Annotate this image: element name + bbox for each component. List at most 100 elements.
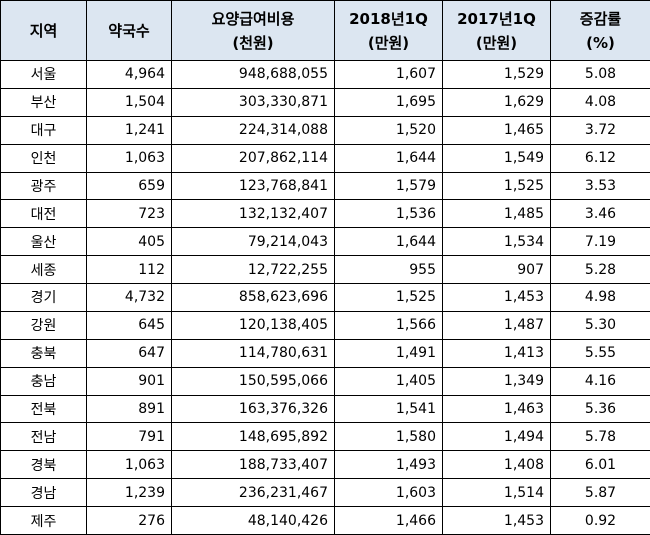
cell-region: 대구 — [0, 115, 87, 145]
header-q2018: 2018년1Q (만원) — [334, 0, 443, 61]
cell-pharmacies: 723 — [86, 199, 172, 229]
table-row: 전남 791 148,695,892 1,580 1,494 5.78 — [0, 422, 650, 452]
table-row: 세종 112 12,722,255 955 907 5.28 — [0, 255, 650, 284]
table-row: 대구 1,241 224,314,088 1,520 1,465 3.72 — [0, 115, 650, 145]
cell-region: 대전 — [0, 199, 87, 229]
table-body: 서울 4,964 948,688,055 1,607 1,529 5.08 부산 1,504 3… — [0, 60, 650, 535]
cell-region: 서울 — [0, 60, 87, 89]
cell-rate: 6.12 — [550, 143, 650, 173]
cell-region: 경북 — [0, 450, 87, 480]
cell-cost: 188,733,407 — [171, 450, 335, 480]
table-row: 울산 405 79,214,043 1,644 1,534 7.19 — [0, 227, 650, 257]
header-pharmacies-label: 약국수 — [108, 21, 150, 40]
cell-rate: 5.28 — [550, 255, 650, 284]
cell-q2018: 1,566 — [334, 310, 443, 340]
cell-cost: 48,140,426 — [171, 506, 335, 535]
cell-rate: 4.16 — [550, 366, 650, 396]
cell-region: 충북 — [0, 338, 87, 368]
cell-q2018: 1,580 — [334, 422, 443, 452]
header-rate-label: 증감률 — [579, 9, 622, 28]
header-cost-unit: (천원) — [232, 33, 274, 52]
cell-q2018: 1,525 — [334, 283, 443, 312]
header-q2018-label: 2018년1Q — [349, 9, 428, 28]
cell-q2018: 1,603 — [334, 478, 443, 507]
cell-q2017: 1,549 — [442, 143, 551, 173]
cell-q2017: 907 — [442, 255, 551, 284]
cell-rate: 7.19 — [550, 227, 650, 257]
cell-q2018: 1,491 — [334, 338, 443, 368]
cell-pharmacies: 4,732 — [86, 283, 172, 312]
table-row: 경남 1,239 236,231,467 1,603 1,514 5.87 — [0, 478, 650, 507]
header-rate: 증감률 (%) — [550, 0, 650, 61]
cell-pharmacies: 647 — [86, 338, 172, 368]
cell-rate: 4.98 — [550, 283, 650, 312]
cell-pharmacies: 901 — [86, 366, 172, 396]
table-row: 대전 723 132,132,407 1,536 1,485 3.46 — [0, 199, 650, 229]
cell-q2017: 1,525 — [442, 171, 551, 201]
cell-cost: 236,231,467 — [171, 478, 335, 507]
table-row: 경기 4,732 858,623,696 1,525 1,453 4.98 — [0, 283, 650, 312]
header-cost-label: 요양급여비용 — [211, 9, 295, 28]
cell-cost: 303,330,871 — [171, 87, 335, 117]
cell-q2018: 1,644 — [334, 143, 443, 173]
cell-q2017: 1,485 — [442, 199, 551, 229]
cell-q2017: 1,494 — [442, 422, 551, 452]
cell-rate: 5.55 — [550, 338, 650, 368]
cell-cost: 858,623,696 — [171, 283, 335, 312]
cell-q2018: 1,607 — [334, 60, 443, 89]
cell-q2018: 1,536 — [334, 199, 443, 229]
cell-pharmacies: 1,239 — [86, 478, 172, 507]
header-q2017: 2017년1Q (만원) — [442, 0, 551, 61]
header-q2018-unit: (만원) — [367, 33, 410, 52]
cell-region: 제주 — [0, 506, 87, 535]
cell-q2017: 1,453 — [442, 283, 551, 312]
cell-cost: 150,595,066 — [171, 366, 335, 396]
cell-rate: 5.30 — [550, 310, 650, 340]
cell-pharmacies: 405 — [86, 227, 172, 257]
cell-cost: 114,780,631 — [171, 338, 335, 368]
cell-pharmacies: 4,964 — [86, 60, 172, 89]
cell-cost: 148,695,892 — [171, 422, 335, 452]
cell-cost: 123,768,841 — [171, 171, 335, 201]
cell-pharmacies: 1,063 — [86, 450, 172, 480]
cell-q2018: 1,520 — [334, 115, 443, 145]
cell-region: 인천 — [0, 143, 87, 173]
cell-region: 세종 — [0, 255, 87, 284]
cell-pharmacies: 645 — [86, 310, 172, 340]
table-row: 제주 276 48,140,426 1,466 1,453 0.92 — [0, 506, 650, 535]
cell-q2018: 1,579 — [334, 171, 443, 201]
cell-cost: 79,214,043 — [171, 227, 335, 257]
cell-rate: 0.92 — [550, 506, 650, 535]
header-pharmacies: 약국수 — [86, 0, 172, 61]
header-region-label: 지역 — [29, 21, 58, 40]
cell-region: 광주 — [0, 171, 87, 201]
cell-q2017: 1,413 — [442, 338, 551, 368]
cell-q2018: 1,541 — [334, 394, 443, 424]
cell-pharmacies: 659 — [86, 171, 172, 201]
cell-q2017: 1,465 — [442, 115, 551, 145]
cell-pharmacies: 1,063 — [86, 143, 172, 173]
table-row: 충북 647 114,780,631 1,491 1,413 5.55 — [0, 338, 650, 368]
cell-q2018: 1,695 — [334, 87, 443, 117]
header-row: 지역 약국수 요양급여비용 (천원) 2018년1Q (만원) 2017년1Q … — [0, 0, 650, 61]
cell-rate: 5.87 — [550, 478, 650, 507]
table-row: 전북 891 163,376,326 1,541 1,463 5.36 — [0, 394, 650, 424]
header-region: 지역 — [0, 0, 87, 61]
cell-pharmacies: 1,504 — [86, 87, 172, 117]
cell-rate: 6.01 — [550, 450, 650, 480]
cell-q2018: 1,405 — [334, 366, 443, 396]
cell-cost: 207,862,114 — [171, 143, 335, 173]
cell-q2017: 1,487 — [442, 310, 551, 340]
cell-region: 전북 — [0, 394, 87, 424]
cell-q2017: 1,534 — [442, 227, 551, 257]
cell-q2017: 1,453 — [442, 506, 551, 535]
cell-cost: 120,138,405 — [171, 310, 335, 340]
cell-q2017: 1,514 — [442, 478, 551, 507]
cell-q2018: 1,644 — [334, 227, 443, 257]
cell-q2018: 1,466 — [334, 506, 443, 535]
table-header: 지역 약국수 요양급여비용 (천원) 2018년1Q (만원) 2017년1Q … — [0, 0, 650, 61]
cell-region: 강원 — [0, 310, 87, 340]
cell-region: 울산 — [0, 227, 87, 257]
cell-rate: 3.46 — [550, 199, 650, 229]
